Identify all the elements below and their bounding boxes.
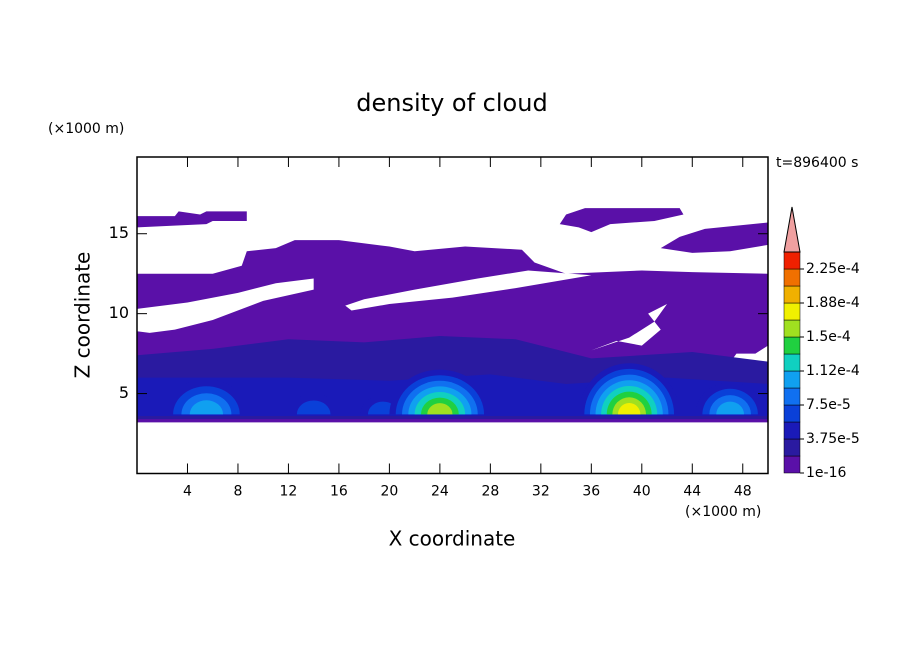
colorbar-band [783, 353, 801, 372]
colorbar-band [783, 319, 801, 338]
contour-region [137, 211, 247, 228]
colorbar-band [783, 404, 801, 423]
x-unit: (×1000 m) [685, 504, 761, 520]
y-tick-label: 10 [109, 303, 129, 322]
contour-region [189, 400, 224, 415]
x-tick-label: 12 [280, 484, 298, 500]
colorbar-band [783, 285, 801, 304]
x-axis-label: X coordinate [389, 527, 516, 551]
contour-hole [137, 278, 314, 333]
y-unit: (×1000 m) [48, 121, 124, 137]
contour-region [716, 401, 745, 415]
contour-hole [591, 304, 668, 351]
colorbar-tick-label: 3.75e-5 [806, 431, 860, 447]
x-tick-label: 36 [582, 484, 600, 500]
plot-area [137, 208, 768, 423]
colorbar-tick-label: 7.5e-5 [806, 397, 851, 413]
x-tick-label: 32 [532, 484, 550, 500]
colorbar-tick-label: 1e-16 [806, 465, 846, 481]
contour-hole [345, 270, 592, 311]
colorbar-tick-label: 1.88e-4 [806, 295, 860, 311]
y-axis-label: Z coordinate [71, 252, 95, 379]
x-tick-label: 40 [633, 484, 651, 500]
chart-title: density of cloud [356, 89, 547, 117]
y-tick-label: 5 [119, 383, 129, 402]
x-tick-label: 44 [683, 484, 701, 500]
colorbar-band [783, 370, 801, 389]
colorbar-tick-label: 1.12e-4 [806, 363, 860, 379]
x-tick-label: 8 [233, 484, 242, 500]
colorbar-band [783, 438, 801, 457]
contour-region [296, 400, 331, 415]
x-tick-label: 48 [734, 484, 752, 500]
colorbar-band [783, 455, 801, 474]
colorbar-band [783, 336, 801, 355]
contour-region [559, 208, 684, 233]
colorbar-band [783, 251, 801, 270]
x-tick-label: 4 [183, 484, 192, 500]
colorbar-band [783, 387, 801, 406]
contour-region [660, 222, 768, 253]
time-label: t=896400 s [776, 155, 858, 171]
x-tick-label: 16 [330, 484, 348, 500]
colorbar-band [783, 302, 801, 321]
contour-region [617, 402, 641, 415]
x-tick-label: 24 [431, 484, 449, 500]
colorbar-band [783, 268, 801, 287]
colorbar-band [783, 421, 801, 440]
plot-frame [136, 156, 769, 475]
colorbar-tick-label: 1.5e-4 [806, 329, 851, 345]
colorbar-tick-label: 2.25e-4 [806, 261, 860, 277]
colorbar-over [783, 206, 801, 253]
contour-region [427, 403, 453, 415]
x-tick-label: 28 [481, 484, 499, 500]
x-tick-label: 20 [380, 484, 398, 500]
y-tick-label: 15 [109, 223, 129, 242]
